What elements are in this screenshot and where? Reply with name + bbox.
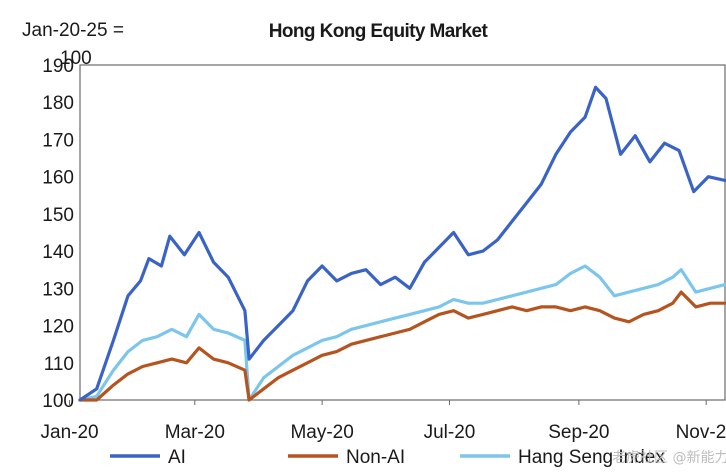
y-tick-label: 120 [42,317,74,338]
legend-label-non-ai: Non-AI [346,447,405,468]
series-line-hang-seng-index [78,264,726,402]
y-tick-label: 140 [42,242,74,263]
plot-frame [79,64,726,401]
chart-title: Hong Kong Equity Market [269,21,489,42]
legend-label-ai: AI [168,447,186,468]
x-tick-label: Sep-20 [548,422,609,443]
legend: AI Non-AI Hang Seng Index [110,447,665,468]
unit-label-line-2: 100 [60,48,92,69]
x-axis: Jan-20 Mar-20 May-20 Jul-20 Sep-20 Nov-20 [41,400,726,443]
x-tick-label: Jan-20 [41,422,99,443]
series-lines [78,85,726,402]
x-tick-label: Mar-20 [165,422,225,443]
y-tick-label: 100 [42,391,74,412]
x-tick-label: Nov-20 [676,422,726,443]
watermark: 老虎社区 @新能力王 [612,450,726,466]
y-tick-label: 130 [42,279,74,300]
y-tick-label: 110 [44,354,74,375]
legend-label-hang-seng-index: Hang Seng Index [518,447,665,468]
y-tick-label: 170 [42,130,74,151]
x-tick-label: Jul-20 [424,422,476,443]
unit-label-line-1: Jan-20-25 = [22,20,124,41]
series-line-ai [78,85,726,402]
y-tick-label: 180 [42,93,74,114]
y-axis: 100 110 120 130 140 150 160 170 180 190 [42,56,74,412]
y-tick-label: 160 [42,168,74,189]
series-line-non-ai [78,290,726,402]
y-tick-label: 150 [42,205,74,226]
x-tick-label: May-20 [290,422,353,443]
y-tick-label: 190 [42,56,74,77]
